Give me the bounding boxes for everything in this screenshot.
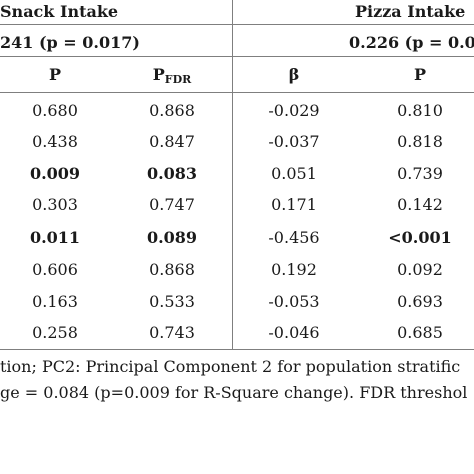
col-header-pizza-beta: β [288, 65, 300, 84]
r-square-pizza: 0.226 (p = 0.02 [349, 33, 474, 52]
rule-line [0, 56, 474, 57]
cell-pizza-p: 0.092 [397, 260, 443, 279]
col-header-pizza-p: P [413, 65, 427, 84]
cell-pizza-p: <0.001 [388, 228, 452, 247]
cell-pizza-beta: 0.051 [271, 164, 317, 183]
cell-pizza-p: 0.810 [397, 101, 443, 120]
cell-pizza-p: 0.818 [397, 132, 443, 151]
cell-snack-p: 0.606 [32, 260, 78, 279]
cell-snack-pfdr: 0.868 [149, 260, 195, 279]
cell-pizza-p: 0.142 [397, 195, 443, 214]
footnote-line: tion; PC2: Principal Component 2 for pop… [0, 357, 461, 376]
rule-line [0, 24, 474, 25]
cell-pizza-beta: -0.046 [268, 323, 320, 342]
cell-pizza-beta: -0.037 [268, 132, 320, 151]
cell-snack-p: 0.438 [32, 132, 78, 151]
cell-snack-pfdr: 0.868 [149, 101, 195, 120]
cell-pizza-beta: 0.192 [271, 260, 317, 279]
cell-snack-p: 0.009 [29, 164, 81, 183]
cell-pizza-beta: -0.029 [268, 101, 320, 120]
col-header-snack-p: P [48, 65, 62, 84]
cell-pizza-p: 0.739 [397, 164, 443, 183]
cell-snack-p: 0.011 [29, 228, 81, 247]
cell-snack-pfdr: 0.847 [149, 132, 195, 151]
cell-snack-pfdr: 0.089 [146, 228, 198, 247]
cell-snack-pfdr: 0.747 [149, 195, 195, 214]
footnote-line: ge = 0.084 (p=0.009 for R-Square change)… [0, 383, 468, 402]
cell-snack-p: 0.680 [32, 101, 78, 120]
cell-pizza-beta: -0.456 [268, 228, 320, 247]
cell-pizza-p: 0.685 [397, 323, 443, 342]
cell-snack-p: 0.303 [32, 195, 78, 214]
cell-snack-pfdr: 0.743 [149, 323, 195, 342]
col-header-snack-pfdr: PFDR [152, 65, 192, 86]
cell-snack-p: 0.163 [32, 292, 78, 311]
column-divider [232, 0, 233, 349]
rule-line [0, 349, 474, 350]
cell-pizza-beta: -0.053 [268, 292, 320, 311]
group-header-pizza: Pizza Intake [355, 2, 466, 21]
rule-line [0, 92, 474, 93]
cell-snack-pfdr: 0.083 [146, 164, 198, 183]
group-header-snack: Snack Intake [0, 2, 119, 21]
cell-snack-p: 0.258 [32, 323, 78, 342]
cell-pizza-p: 0.693 [397, 292, 443, 311]
cell-pizza-beta: 0.171 [271, 195, 317, 214]
cell-snack-pfdr: 0.533 [149, 292, 195, 311]
r-square-snack: 241 (p = 0.017) [0, 33, 140, 52]
